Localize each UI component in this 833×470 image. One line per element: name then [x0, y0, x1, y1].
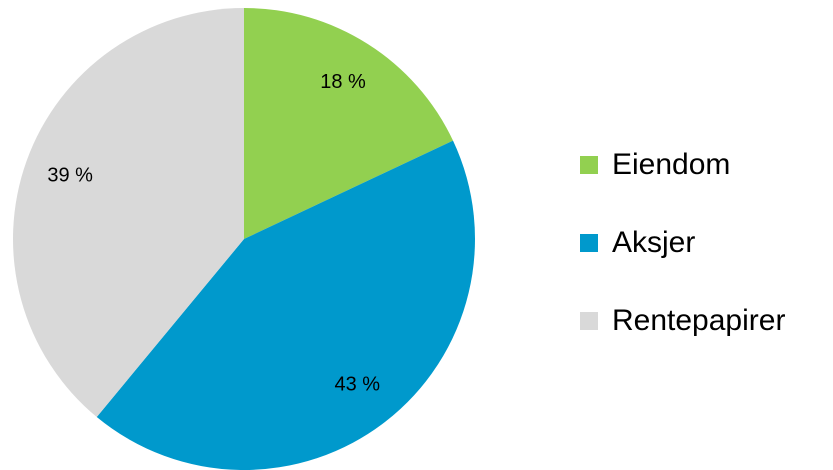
value-label: 39 %: [47, 165, 93, 187]
legend-swatch: [580, 156, 598, 174]
pie-slice: [244, 8, 454, 239]
pie-slice: [96, 140, 475, 470]
value-label: 43 %: [334, 373, 380, 395]
legend-swatch: [580, 312, 598, 330]
pie-slice: [12, 8, 245, 417]
legend-label: Eiendom: [612, 148, 730, 181]
value-label: 18 %: [320, 71, 366, 93]
legend-swatch: [580, 234, 598, 252]
legend-label: Rentepapirer: [612, 304, 785, 337]
legend-label: Aksjer: [612, 226, 695, 259]
